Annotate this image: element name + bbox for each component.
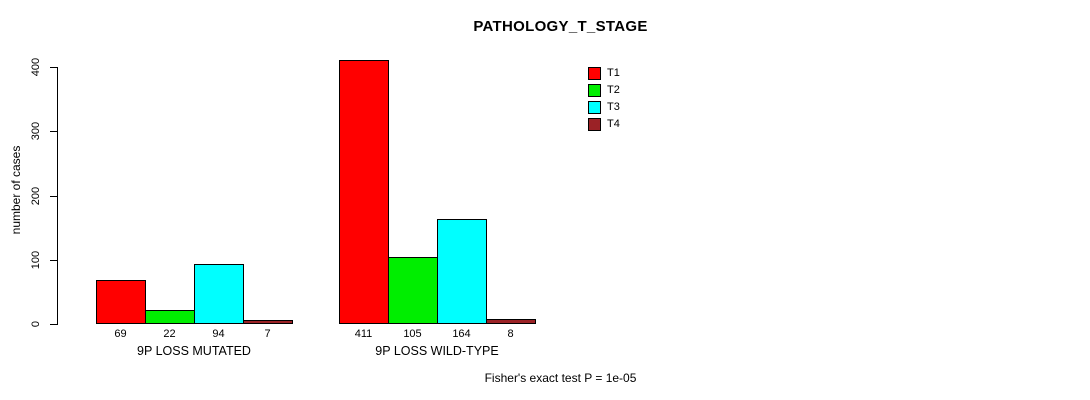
bar-t2-group2 <box>388 257 438 324</box>
legend-label: T3 <box>607 100 620 113</box>
bar-value-label: 94 <box>212 328 225 340</box>
y-axis-tick <box>50 131 57 132</box>
legend-item-t4: T4 <box>588 116 620 132</box>
y-axis-tick <box>50 260 57 261</box>
bar-value-label: 105 <box>403 328 422 340</box>
legend-item-t3: T3 <box>588 99 620 115</box>
bar-value-label: 411 <box>354 328 373 340</box>
bar-t3-group1 <box>194 264 244 324</box>
bar-value-label: 7 <box>264 328 271 340</box>
y-axis-tick <box>50 324 57 325</box>
category-label: 9P LOSS MUTATED <box>137 344 251 358</box>
legend-swatch-t2 <box>588 83 601 97</box>
legend-item-t2: T2 <box>588 82 620 98</box>
y-tick-label: 300 <box>30 121 42 141</box>
y-tick-label: 200 <box>30 186 42 206</box>
bar-t2-group1 <box>145 310 195 324</box>
y-axis-title: number of cases <box>9 145 23 235</box>
bar-t4-group1 <box>243 320 293 324</box>
statistical-test-annotation: Fisher's exact test P = 1e-05 <box>484 371 637 385</box>
legend-label: T2 <box>607 83 620 96</box>
bar-value-label: 22 <box>163 328 176 340</box>
bar-value-label: 164 <box>452 328 471 340</box>
y-axis-tick <box>50 196 57 197</box>
legend-label: T1 <box>607 66 620 79</box>
legend-swatch-t1 <box>588 66 601 80</box>
bar-t1-group2 <box>339 60 389 324</box>
legend-swatch-t4 <box>588 117 601 131</box>
bar-t1-group1 <box>96 280 146 324</box>
category-label: 9P LOSS WILD-TYPE <box>375 344 499 358</box>
y-tick-label: 400 <box>30 57 42 77</box>
y-axis-tick <box>50 67 57 68</box>
bar-value-label: 69 <box>114 328 127 340</box>
legend-swatch-t3 <box>588 100 601 114</box>
y-tick-label: 100 <box>30 250 42 270</box>
y-axis-line <box>57 67 58 325</box>
legend: T1 T2 T3 T4 <box>588 65 620 133</box>
legend-item-t1: T1 <box>588 65 620 81</box>
y-tick-label: 0 <box>30 320 42 328</box>
bar-t4-group2 <box>486 319 536 324</box>
bar-t3-group2 <box>437 219 487 324</box>
chart-title: PATHOLOGY_T_STAGE <box>473 18 648 35</box>
legend-label: T4 <box>607 117 620 130</box>
bar-value-label: 8 <box>507 328 514 340</box>
